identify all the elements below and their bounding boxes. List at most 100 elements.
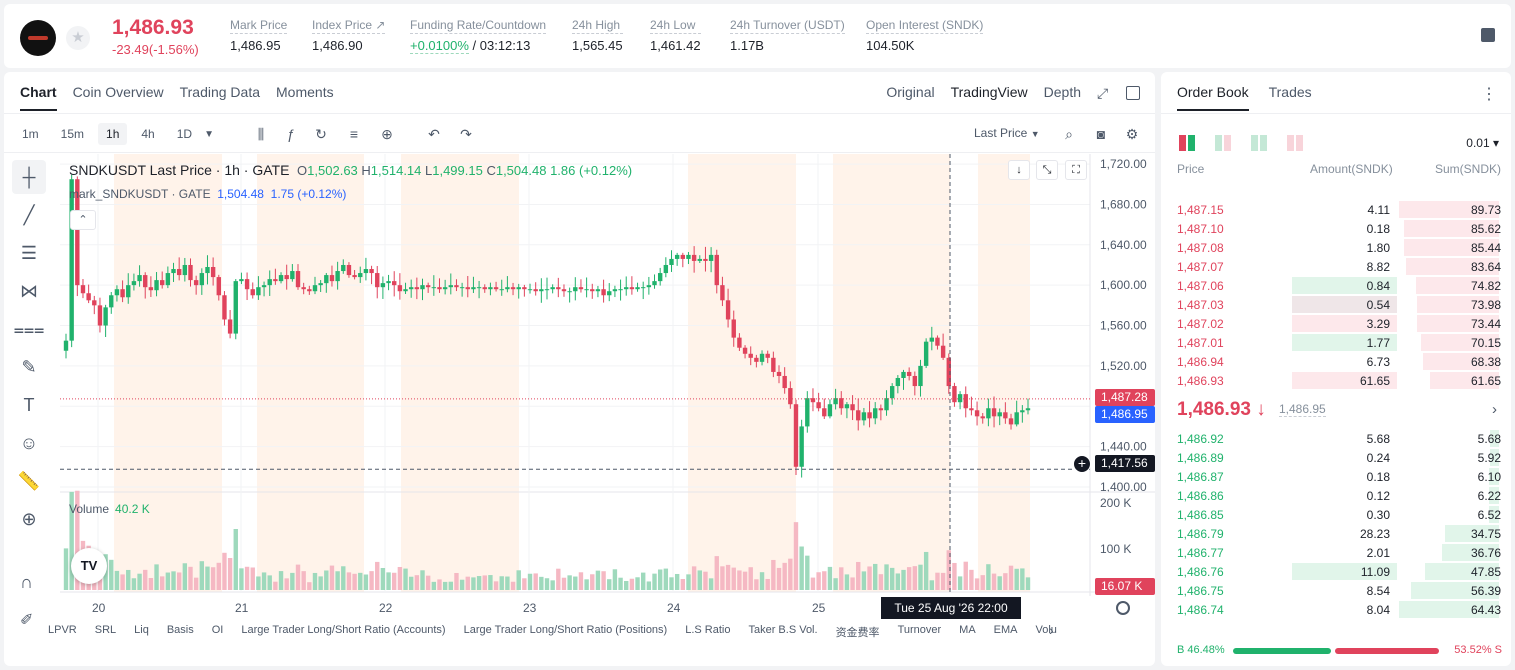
more-icon[interactable]: ⋮: [1481, 86, 1497, 103]
fullscreen-icon[interactable]: ⛶: [1065, 160, 1087, 180]
ask-row[interactable]: 1,487.15 4.11 89.73: [1161, 200, 1511, 219]
add-alert-icon[interactable]: ⊕: [381, 126, 393, 142]
ask-row[interactable]: 1,487.03 0.54 73.98: [1161, 295, 1511, 314]
bid-row[interactable]: 1,486.85 0.30 6.52: [1161, 505, 1511, 524]
orderbook-tabs: Order Book Trades: [1177, 84, 1312, 111]
window-icon[interactable]: [1126, 86, 1140, 100]
interval-1m[interactable]: 1m: [22, 127, 39, 141]
emoji-icon[interactable]: ☺: [19, 433, 39, 453]
scroll-down-icon[interactable]: ↓: [1008, 160, 1030, 180]
bid-row[interactable]: 1,486.75 8.54 56.39: [1161, 581, 1511, 600]
bid-row[interactable]: 1,486.86 0.12 6.22: [1161, 486, 1511, 505]
bid-row[interactable]: 1,486.92 5.68 5.68: [1161, 429, 1511, 448]
tab-depth[interactable]: Depth: [1043, 84, 1081, 100]
interval-4h[interactable]: 4h: [141, 127, 155, 141]
ask-row[interactable]: 1,487.02 3.29 73.44: [1161, 314, 1511, 333]
tab-order-book[interactable]: Order Book: [1177, 84, 1249, 111]
interval-1h[interactable]: 1h: [98, 123, 128, 145]
indicator-item[interactable]: OI: [211, 624, 224, 636]
ask-row[interactable]: 1,486.93 61.65 61.65: [1161, 371, 1511, 390]
magnet-icon[interactable]: ∩: [20, 572, 33, 592]
trend-line-icon[interactable]: ╱: [23, 205, 35, 225]
ask-row[interactable]: 1,486.94 6.73 68.38: [1161, 352, 1511, 371]
volume-bar: [584, 579, 589, 590]
zoom-in-icon[interactable]: ⊕: [21, 509, 37, 529]
expand-icon[interactable]: ⤢: [1097, 85, 1109, 101]
bid-row[interactable]: 1,486.87 0.18 6.10: [1161, 467, 1511, 486]
bid-row[interactable]: 1,486.89 0.24 5.92: [1161, 448, 1511, 467]
brush-icon[interactable]: ✎: [21, 357, 37, 377]
indicator-item[interactable]: 资金费率: [835, 627, 880, 639]
axis-settings-icon[interactable]: [1116, 601, 1130, 615]
volume-bar: [759, 572, 765, 590]
add-order-icon[interactable]: +: [1073, 455, 1091, 473]
candle-type-icon[interactable]: ⫼: [257, 126, 265, 142]
favorite-star-icon[interactable]: ★: [66, 26, 90, 50]
search-icon[interactable]: ⌕: [1065, 126, 1073, 142]
pencil-icon[interactable]: ✐: [20, 612, 34, 629]
indicator-item[interactable]: MA: [959, 624, 976, 636]
gear-icon[interactable]: ⚙: [1125, 126, 1139, 142]
ask-row[interactable]: 1,487.06 0.84 74.82: [1161, 276, 1511, 295]
crosshair-icon[interactable]: ┼: [12, 160, 46, 194]
indicator-item[interactable]: Large Trader Long/Short Ratio (Positions…: [463, 624, 668, 636]
tab-trading-data[interactable]: Trading Data: [179, 84, 261, 100]
ask-row[interactable]: 1,487.07 8.82 83.64: [1161, 257, 1511, 276]
indicator-item[interactable]: EMA: [993, 624, 1018, 636]
tab-original[interactable]: Original: [886, 84, 935, 100]
bid-row[interactable]: 1,486.76 11.09 47.85: [1161, 562, 1511, 581]
interval-1d[interactable]: 1D: [176, 127, 193, 141]
indicator-item[interactable]: Taker B.S Vol.: [748, 624, 818, 636]
bid-row[interactable]: 1,486.77 2.01 36.76: [1161, 543, 1511, 562]
indicator-icon[interactable]: ƒ: [287, 126, 295, 142]
pattern-icon[interactable]: ⋈: [20, 281, 38, 301]
asks-view-icon[interactable]: [1287, 135, 1303, 151]
replay-icon[interactable]: ↻: [315, 126, 327, 142]
price-chart[interactable]: 1,720.00 1,680.00 1,640.00 1,600.00 1,560.00…: [4, 72, 1155, 632]
templates-icon[interactable]: ≡: [349, 126, 359, 142]
price-source-select[interactable]: Last Price ▼: [974, 126, 1040, 140]
interval-dropdown-icon[interactable]: ▼: [204, 128, 214, 140]
collapse-icon[interactable]: ⤡: [1036, 160, 1058, 180]
ask-row[interactable]: 1,487.08 1.80 85.44: [1161, 238, 1511, 257]
mixed-view-icon[interactable]: [1215, 135, 1231, 151]
funding-rate-value[interactable]: +0.0100%: [410, 38, 469, 54]
chevron-right-icon[interactable]: ›: [1049, 622, 1054, 638]
indicator-item[interactable]: LPVR: [48, 624, 77, 636]
camera-icon[interactable]: ◙: [1096, 126, 1106, 142]
bids-view-icon[interactable]: [1251, 135, 1267, 151]
ask-row[interactable]: 1,487.10 0.18 85.62: [1161, 219, 1511, 238]
interval-15m[interactable]: 15m: [60, 127, 85, 141]
tab-coin-overview[interactable]: Coin Overview: [72, 84, 164, 100]
stat-index-price[interactable]: Index Price ↗ 1,486.90: [312, 18, 386, 53]
redo-icon[interactable]: ↷: [460, 126, 472, 142]
row-sum: 74.82: [1470, 279, 1501, 293]
indicator-item[interactable]: Liq: [134, 624, 149, 636]
undo-icon[interactable]: ↶: [428, 126, 440, 142]
collapse-legend-button[interactable]: ⌃: [70, 210, 96, 230]
indicator-item[interactable]: Large Trader Long/Short Ratio (Accounts): [241, 624, 446, 636]
text-icon[interactable]: T: [23, 395, 35, 415]
horizontal-lines-icon[interactable]: ☰: [20, 243, 38, 263]
tradingview-logo[interactable]: TV: [71, 548, 107, 584]
chevron-right-icon[interactable]: ›: [1492, 401, 1497, 418]
bid-row[interactable]: 1,486.79 28.23 34.75: [1161, 524, 1511, 543]
bid-row[interactable]: 1,486.74 8.04 64.43: [1161, 600, 1511, 619]
indicator-item[interactable]: L.S Ratio: [685, 624, 731, 636]
ruler-icon[interactable]: 📏: [17, 471, 41, 491]
indicator-item[interactable]: Volu: [1035, 624, 1057, 636]
tab-trades[interactable]: Trades: [1268, 84, 1312, 100]
book-icon[interactable]: [1481, 28, 1495, 42]
ask-row[interactable]: 1,487.01 1.77 70.15: [1161, 333, 1511, 352]
tab-tradingview[interactable]: TradingView: [950, 84, 1028, 100]
tab-moments[interactable]: Moments: [276, 84, 334, 100]
indicator-item[interactable]: Turnover: [897, 624, 942, 636]
indicator-item[interactable]: SRL: [94, 624, 117, 636]
tick-size-select[interactable]: 0.01 ▾: [1466, 136, 1499, 150]
candle-body: [607, 291, 612, 296]
volume-bar: [341, 566, 346, 590]
tab-chart[interactable]: Chart: [20, 84, 57, 111]
fib-icon[interactable]: ⩶: [13, 319, 45, 339]
both-view-icon[interactable]: [1179, 135, 1195, 151]
indicator-item[interactable]: Basis: [166, 624, 194, 636]
